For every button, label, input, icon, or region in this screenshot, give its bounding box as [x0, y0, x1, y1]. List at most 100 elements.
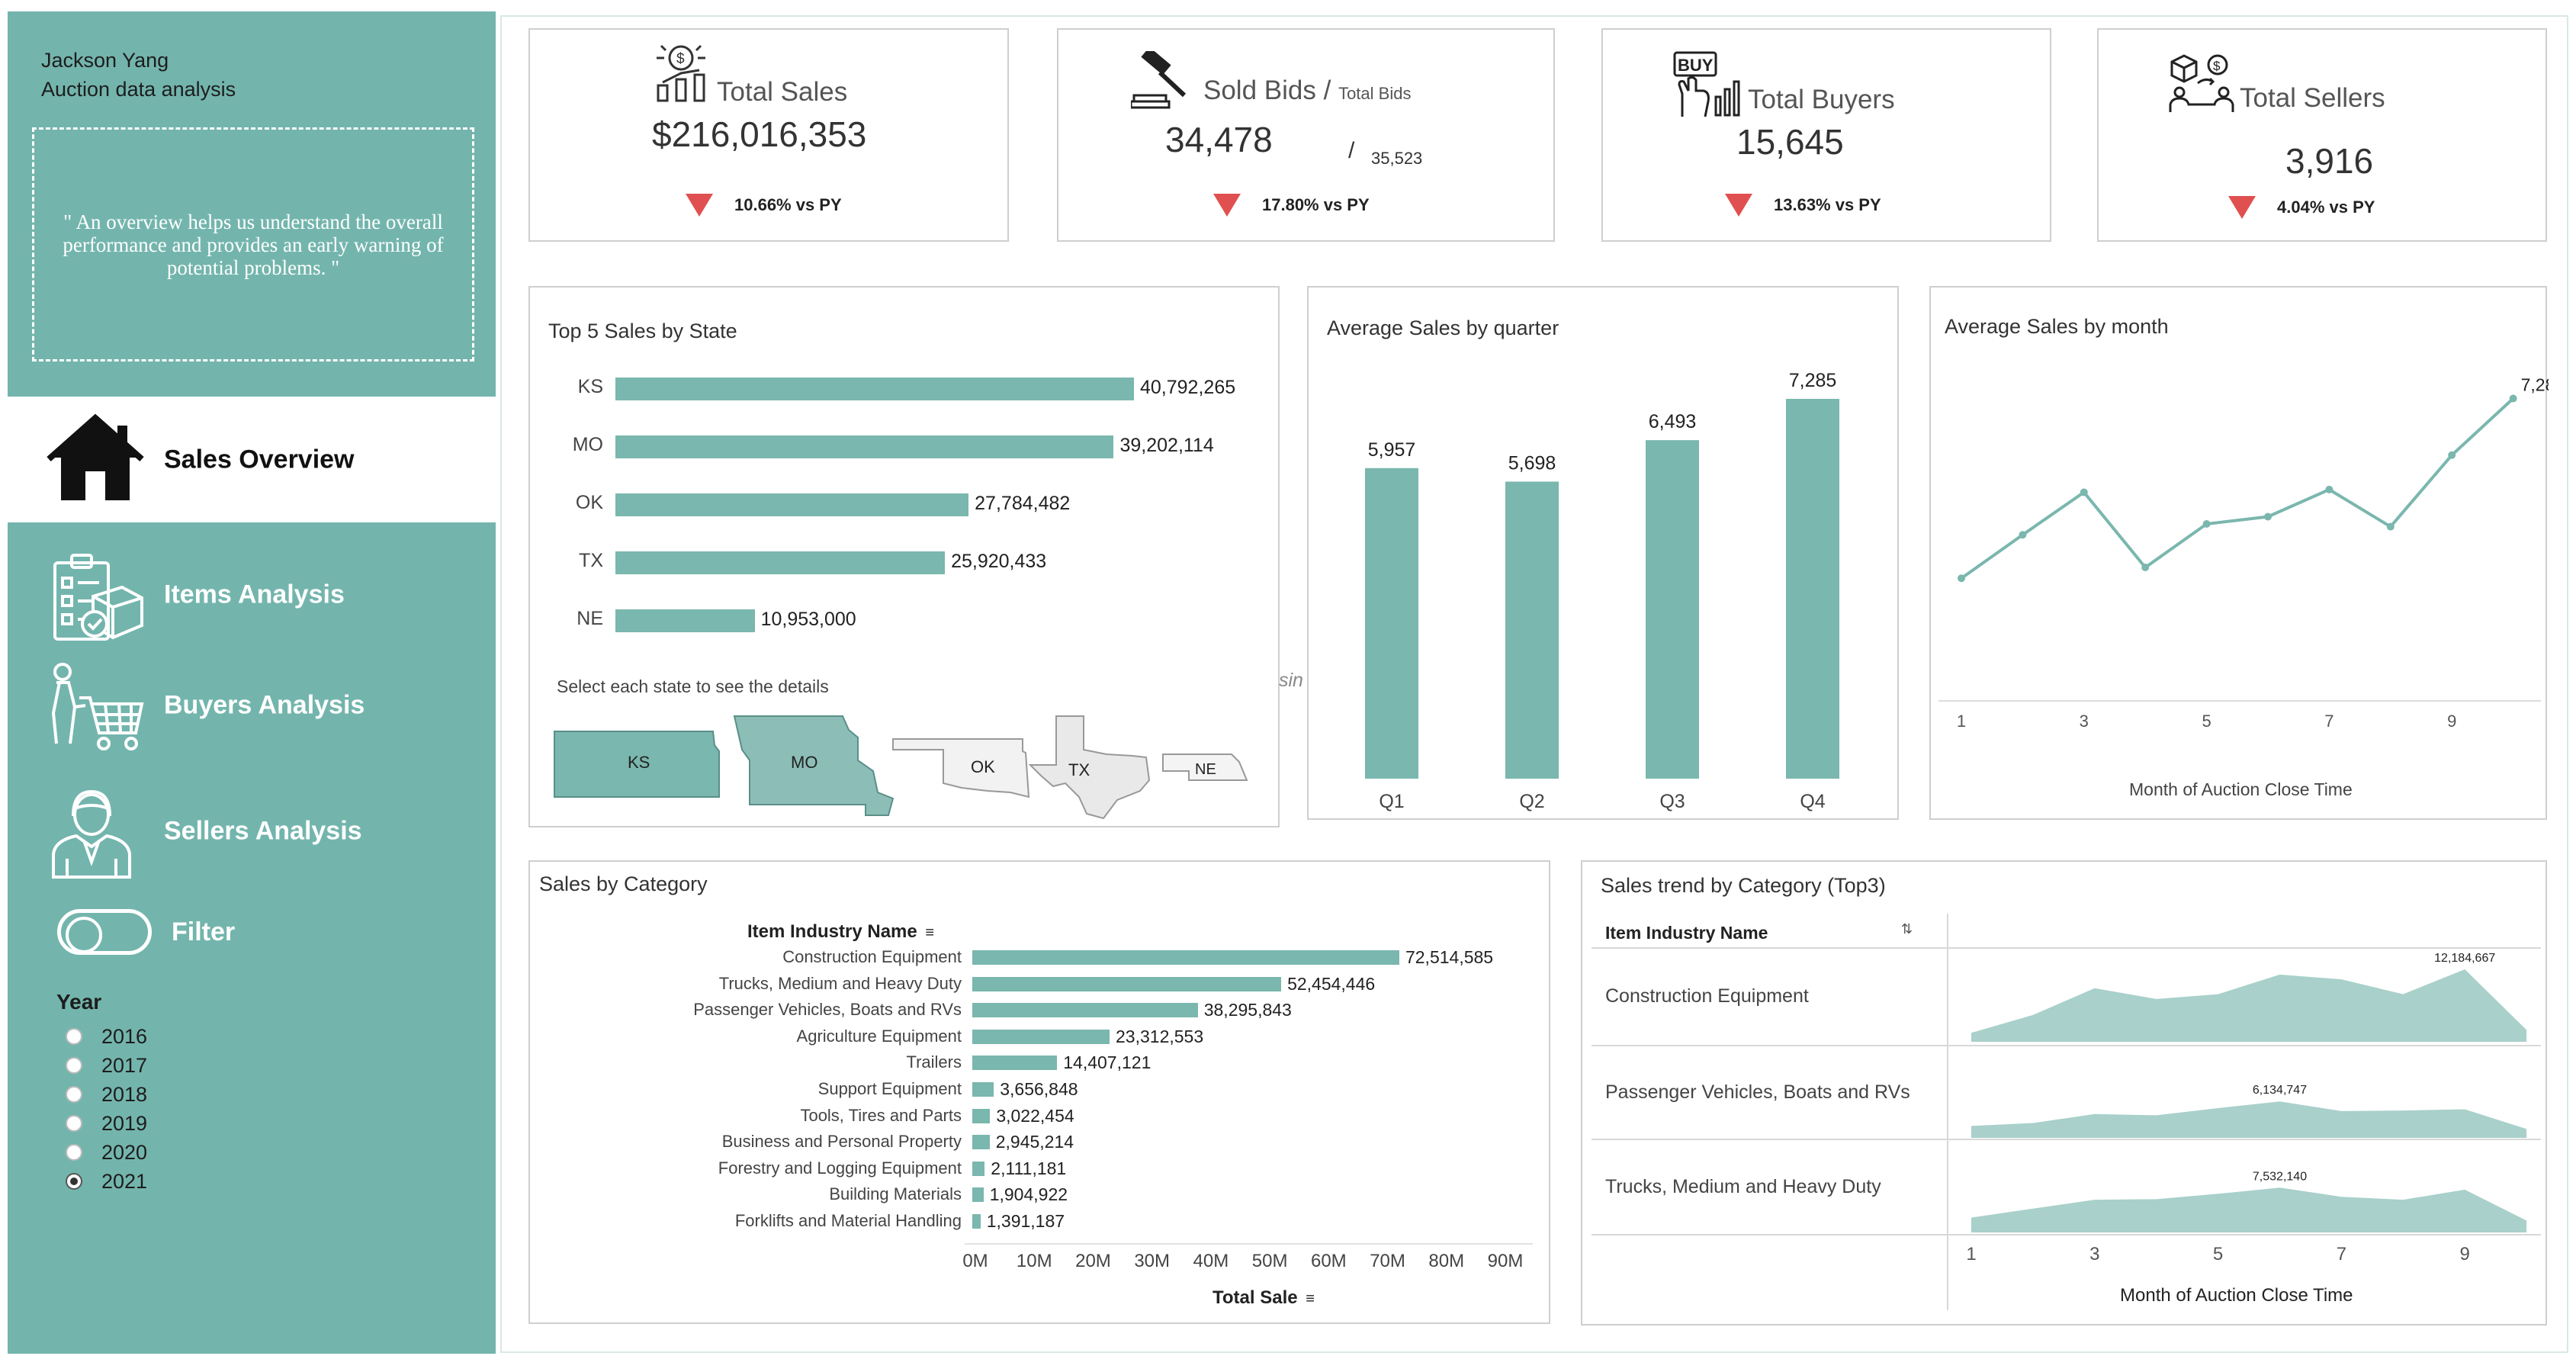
- year-option-label: 2017: [101, 1053, 148, 1077]
- category-bar-value: 38,295,843: [1203, 1000, 1292, 1020]
- radio-button[interactable]: [66, 1028, 82, 1045]
- trend-divider: [1947, 914, 1948, 1310]
- sort-az-icon[interactable]: ⇅: [1901, 921, 1913, 937]
- trend-area[interactable]: [1971, 1187, 2527, 1232]
- trend-row-label: Construction Equipment: [1605, 985, 1809, 1007]
- month-point[interactable]: [2141, 564, 2150, 571]
- category-axis-line: [965, 1243, 1533, 1245]
- dashboard-subtitle: Auction data analysis: [41, 78, 236, 101]
- category-bar[interactable]: [972, 1135, 990, 1150]
- sort-icon[interactable]: ≡: [925, 924, 935, 941]
- checklist-box-icon: [46, 549, 145, 644]
- nav-label-buyers-analysis: Buyers Analysis: [164, 690, 365, 720]
- quarter-bar[interactable]: [1646, 440, 1699, 779]
- month-tick-label: 9: [2447, 712, 2456, 731]
- month-point[interactable]: [2325, 485, 2333, 493]
- sort-icon[interactable]: ≡: [1306, 1290, 1315, 1307]
- seller-person-icon: [46, 786, 145, 881]
- house-icon: [46, 410, 145, 506]
- state-panel-title: Top 5 Sales by State: [548, 320, 737, 342]
- state-map-label-ok: OK: [971, 757, 995, 776]
- state-bar[interactable]: [615, 378, 1134, 400]
- state-map: KS MO OK TX NE: [554, 715, 1248, 820]
- month-point[interactable]: [2509, 394, 2517, 403]
- category-bar[interactable]: [972, 976, 1282, 991]
- year-option-label: 2020: [101, 1140, 148, 1164]
- category-bar[interactable]: [972, 950, 1399, 965]
- year-option-2020[interactable]: 2020: [66, 1138, 147, 1167]
- radio-button[interactable]: [66, 1086, 82, 1103]
- top5-state-panel: Top 5 Sales by State KS 40,792,265 MO 39,20…: [528, 286, 1280, 827]
- category-axis-tick: 0M: [962, 1251, 988, 1271]
- state-bar[interactable]: [615, 435, 1114, 458]
- state-shape-ne[interactable]: NE: [1162, 754, 1248, 781]
- radio-button[interactable]: [66, 1144, 82, 1161]
- quarter-bar[interactable]: [1365, 468, 1418, 779]
- year-option-2018[interactable]: 2018: [66, 1080, 147, 1109]
- category-bar[interactable]: [972, 1029, 1110, 1044]
- trend-area[interactable]: [1971, 1101, 2527, 1138]
- radio-button[interactable]: [66, 1173, 82, 1190]
- state-shape-tx[interactable]: TX: [1028, 715, 1151, 820]
- state-shape-ks[interactable]: KS: [554, 731, 720, 798]
- radio-button[interactable]: [66, 1115, 82, 1132]
- quarter-bar[interactable]: [1505, 481, 1559, 779]
- category-bar[interactable]: [972, 1082, 994, 1097]
- sidebar: Jackson Yang Auction data analysis " An …: [8, 11, 496, 1354]
- month-point[interactable]: [2264, 513, 2272, 521]
- category-bar[interactable]: [972, 1214, 981, 1229]
- month-point[interactable]: [2386, 522, 2395, 531]
- category-bar[interactable]: [972, 1056, 1058, 1071]
- nav-buyers-analysis[interactable]: Buyers Analysis: [8, 652, 496, 759]
- quarter-bar[interactable]: [1786, 399, 1839, 779]
- kpi-buyers-title: Total Buyers: [1748, 85, 1895, 114]
- year-option-2016[interactable]: 2016: [66, 1022, 147, 1051]
- year-option-2019[interactable]: 2019: [66, 1109, 147, 1138]
- nav-label-sellers-analysis: Sellers Analysis: [164, 816, 362, 846]
- state-bar-label: MO: [572, 434, 603, 455]
- category-axis-tick: 80M: [1428, 1251, 1465, 1271]
- state-map-label-tx: TX: [1068, 760, 1090, 779]
- category-bar-label: Trailers: [906, 1052, 962, 1072]
- category-xlabel: Total Sale ≡: [1213, 1287, 1315, 1309]
- month-series-line[interactable]: [1960, 397, 2514, 580]
- category-bar-label: Building Materials: [829, 1184, 962, 1204]
- month-point[interactable]: [2202, 520, 2211, 528]
- month-point[interactable]: [2019, 531, 2027, 539]
- category-bar[interactable]: [972, 1187, 984, 1203]
- filter-toggle-row[interactable]: Filter: [50, 905, 477, 959]
- category-bar-label: Business and Personal Property: [721, 1132, 962, 1152]
- state-bar[interactable]: [615, 493, 969, 516]
- filter-toggle[interactable]: [57, 909, 152, 955]
- state-bar[interactable]: [615, 609, 755, 632]
- radio-button[interactable]: [66, 1057, 82, 1074]
- trend-area[interactable]: [1971, 969, 2527, 1042]
- quarter-bar-value: 5,698: [1508, 452, 1556, 474]
- nav-sales-overview[interactable]: Sales Overview: [8, 397, 496, 522]
- year-option-2021[interactable]: 2021: [66, 1167, 147, 1196]
- state-bar-value: 27,784,482: [975, 493, 1071, 514]
- month-point[interactable]: [1958, 574, 1965, 583]
- month-panel: Average Sales by month 7,285 1 3 5 7 9 Month …: [1929, 286, 2549, 820]
- kpi-bids-total: 35,523: [1371, 149, 1423, 168]
- kpi-bids-title: Sold Bids / Total Bids: [1203, 76, 1411, 106]
- category-axis-tick: 10M: [1016, 1251, 1052, 1271]
- state-shape-ok[interactable]: OK: [892, 738, 1030, 798]
- trend-panel-title: Sales trend by Category (Top3): [1601, 874, 1886, 897]
- state-hint: Select each state to see the details: [557, 676, 829, 696]
- month-point[interactable]: [2448, 451, 2456, 459]
- state-bar[interactable]: [615, 551, 946, 574]
- quarter-tick-label: Q3: [1659, 791, 1685, 812]
- trend-header: Item Industry Name: [1605, 923, 1768, 943]
- category-bar[interactable]: [972, 1003, 1198, 1018]
- kpi-bids-value: 34,478: [1165, 120, 1273, 159]
- year-option-2017[interactable]: 2017: [66, 1051, 147, 1080]
- nav-items-analysis[interactable]: Items Analysis: [8, 541, 496, 648]
- nav-sellers-analysis[interactable]: Sellers Analysis: [8, 778, 496, 885]
- kpi-sold-bids: Sold Bids / Total Bids 34,478 / 35,523 1…: [1057, 28, 1555, 242]
- month-point[interactable]: [2080, 488, 2088, 496]
- category-bar[interactable]: [972, 1161, 985, 1176]
- state-shape-mo[interactable]: MO: [733, 715, 895, 816]
- category-bar[interactable]: [972, 1108, 991, 1123]
- nav-label-sales-overview: Sales Overview: [164, 445, 355, 474]
